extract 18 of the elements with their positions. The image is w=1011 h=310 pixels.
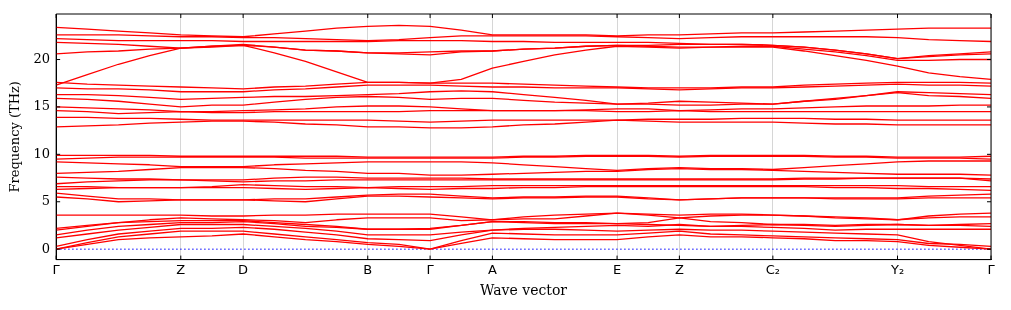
x-axis-title: Wave vector: [480, 282, 568, 299]
x-tick-label: B: [363, 261, 373, 277]
x-tick-label: Z: [176, 261, 186, 277]
x-tick-label: A: [487, 261, 497, 277]
x-tick-label: E: [612, 261, 622, 277]
y-tick-label: 0: [41, 240, 51, 256]
x-tick-label: C₂: [765, 261, 781, 277]
y-tick-label: 5: [41, 193, 51, 209]
x-tick-label: Γ: [52, 261, 61, 277]
x-tick-label: Γ: [426, 261, 435, 277]
y-tick-label: 15: [33, 98, 51, 114]
x-tick-label: D: [238, 261, 249, 277]
x-tick-label: Γ: [987, 261, 996, 277]
x-tick-label: Z: [674, 261, 684, 277]
y-axis-title: Frequency (THz): [7, 81, 23, 193]
y-tick-label: 20: [33, 50, 51, 66]
x-tick-label: Y₂: [889, 261, 905, 277]
y-tick-label: 10: [33, 145, 51, 161]
